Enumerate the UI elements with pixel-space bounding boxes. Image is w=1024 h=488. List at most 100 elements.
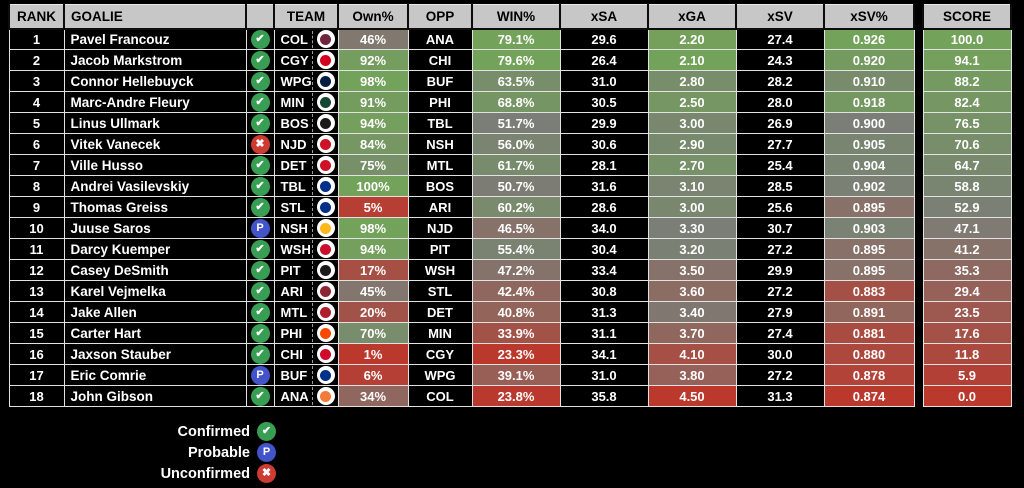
team-logo [316,366,335,384]
team-abbr: PHI [280,325,303,341]
score-cell: 70.6 [922,133,1012,155]
own-pct-cell: 98% [337,70,409,92]
team-divider [311,240,313,258]
table-row: 17 Eric Comrie P BUF 6% WPG 39.1% 31.0 3.80 27.2 0… [8,364,1012,386]
team-abbr: WSH [280,241,311,257]
xsv-pct-cell: 0.904 [823,154,915,176]
team-divider [311,387,313,405]
xga-cell: 4.50 [647,385,737,407]
rank-cell: 15 [8,322,65,344]
win-pct-cell: 63.5% [471,70,561,92]
rank-cell: 5 [8,112,65,134]
team-divider [311,30,313,48]
own-pct-cell: 46% [337,28,409,50]
opponent-cell: STL [407,280,473,302]
team-cell: WPG [273,70,339,92]
status-cell: ✔ [245,70,275,92]
team-cell: DET [273,154,339,176]
win-pct-cell: 39.1% [471,364,561,386]
team-divider [311,114,313,132]
column-gap [914,301,923,323]
status-cell: ✔ [245,301,275,323]
team-cell: BOS [273,112,339,134]
unconfirmed-legend-icon: ✖ [257,464,276,483]
xsv-cell: 31.3 [735,385,825,407]
legend-label: Unconfirmed [160,465,250,482]
win-pct-cell: 79.6% [471,49,561,71]
confirmed-status-icon: ✔ [250,344,270,364]
table-row: 13 Karel Vejmelka ✔ ARI 45% STL 42.4% 30.8 3.60 2… [8,280,1012,302]
confirmed-status-icon: ✔ [250,155,270,175]
table-row: 12 Casey DeSmith ✔ PIT 17% WSH 47.2% 33.4 3.50 29… [8,259,1012,281]
xsa-cell: 31.6 [559,175,649,197]
xga-cell: 3.50 [647,259,737,281]
goalie-name-cell: Ville Husso [63,154,247,176]
col-header-xsv: xSV [735,4,825,30]
xsv-cell: 28.2 [735,70,825,92]
xga-cell: 3.20 [647,238,737,260]
score-cell: 82.4 [922,91,1012,113]
own-pct-cell: 20% [337,301,409,323]
win-pct-cell: 23.3% [471,343,561,365]
score-cell: 0.0 [922,385,1012,407]
goalie-name-cell: Vitek Vanecek [63,133,247,155]
opponent-cell: BOS [407,175,473,197]
column-gap [914,91,923,113]
xsa-cell: 31.3 [559,301,649,323]
team-divider [311,198,313,216]
team-abbr: MTL [280,304,308,320]
score-cell: 17.6 [922,322,1012,344]
rank-cell: 18 [8,385,65,407]
team-logo [316,324,335,342]
xsv-pct-cell: 0.900 [823,112,915,134]
xsv-cell: 27.4 [735,322,825,344]
goalie-name-cell: Karel Vejmelka [63,280,247,302]
score-cell: 23.5 [922,301,1012,323]
win-pct-cell: 23.8% [471,385,561,407]
opponent-cell: ANA [407,28,473,50]
xga-cell: 3.70 [647,322,737,344]
own-pct-cell: 84% [337,133,409,155]
xsv-pct-cell: 0.895 [823,196,915,218]
rank-cell: 17 [8,364,65,386]
team-abbr: CHI [280,346,303,362]
col-header-xsa: xSA [559,4,649,30]
team-logo [316,240,335,258]
rank-cell: 14 [8,301,65,323]
column-gap [914,133,923,155]
column-gap [914,364,923,386]
own-pct-cell: 6% [337,364,409,386]
legend-label: Confirmed [177,423,251,440]
xsa-cell: 26.4 [559,49,649,71]
team-divider [311,366,313,384]
rank-cell: 1 [8,28,65,50]
table-row: 15 Carter Hart ✔ PHI 70% MIN 33.9% 31.1 3.70 27.4… [8,322,1012,344]
xga-cell: 4.10 [647,343,737,365]
opponent-cell: ARI [407,196,473,218]
probable-status-icon: P [250,365,270,385]
team-abbr: STL [280,199,306,215]
status-cell: ✔ [245,154,275,176]
goalie-name-cell: Marc-Andre Fleury [63,91,247,113]
xga-cell: 2.70 [647,154,737,176]
status-cell: ✔ [245,259,275,281]
own-pct-cell: 1% [337,343,409,365]
xga-cell: 2.90 [647,133,737,155]
column-gap [914,196,923,218]
col-header-goalie: GOALIE [63,4,247,30]
team-cell: STL [273,196,339,218]
xsv-pct-cell: 0.926 [823,28,915,50]
xsv-cell: 27.2 [735,364,825,386]
team-logo [316,303,335,321]
rank-cell: 9 [8,196,65,218]
xsv-pct-cell: 0.891 [823,301,915,323]
team-abbr: ANA [280,388,309,404]
status-cell: ✔ [245,28,275,50]
team-logo [316,219,335,237]
confirmed-status-icon: ✔ [250,260,270,280]
status-cell: ✔ [245,385,275,407]
goalie-name-cell: Darcy Kuemper [63,238,247,260]
xsv-cell: 27.4 [735,28,825,50]
team-logo [316,51,335,69]
